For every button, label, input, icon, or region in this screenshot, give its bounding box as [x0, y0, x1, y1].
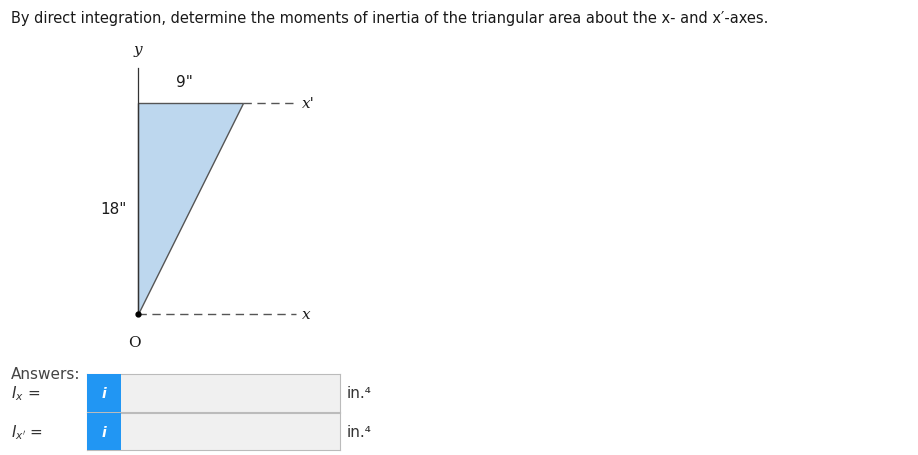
- Text: O: O: [129, 335, 140, 349]
- Text: $I_x$ =: $I_x$ =: [11, 384, 40, 403]
- Text: 18": 18": [100, 202, 127, 217]
- Text: in.⁴: in.⁴: [347, 386, 372, 400]
- Text: 9": 9": [176, 75, 194, 90]
- Text: Answers:: Answers:: [11, 366, 81, 381]
- Text: $I_{x'}$ =: $I_{x'}$ =: [11, 422, 43, 441]
- Text: y: y: [134, 43, 142, 57]
- Text: in.⁴: in.⁴: [347, 425, 372, 439]
- Text: By direct integration, determine the moments of inertia of the triangular area a: By direct integration, determine the mom…: [11, 11, 768, 26]
- Text: i: i: [102, 425, 106, 439]
- Text: x: x: [302, 307, 310, 321]
- Text: i: i: [102, 386, 106, 400]
- Polygon shape: [138, 104, 243, 314]
- Text: x': x': [302, 97, 315, 111]
